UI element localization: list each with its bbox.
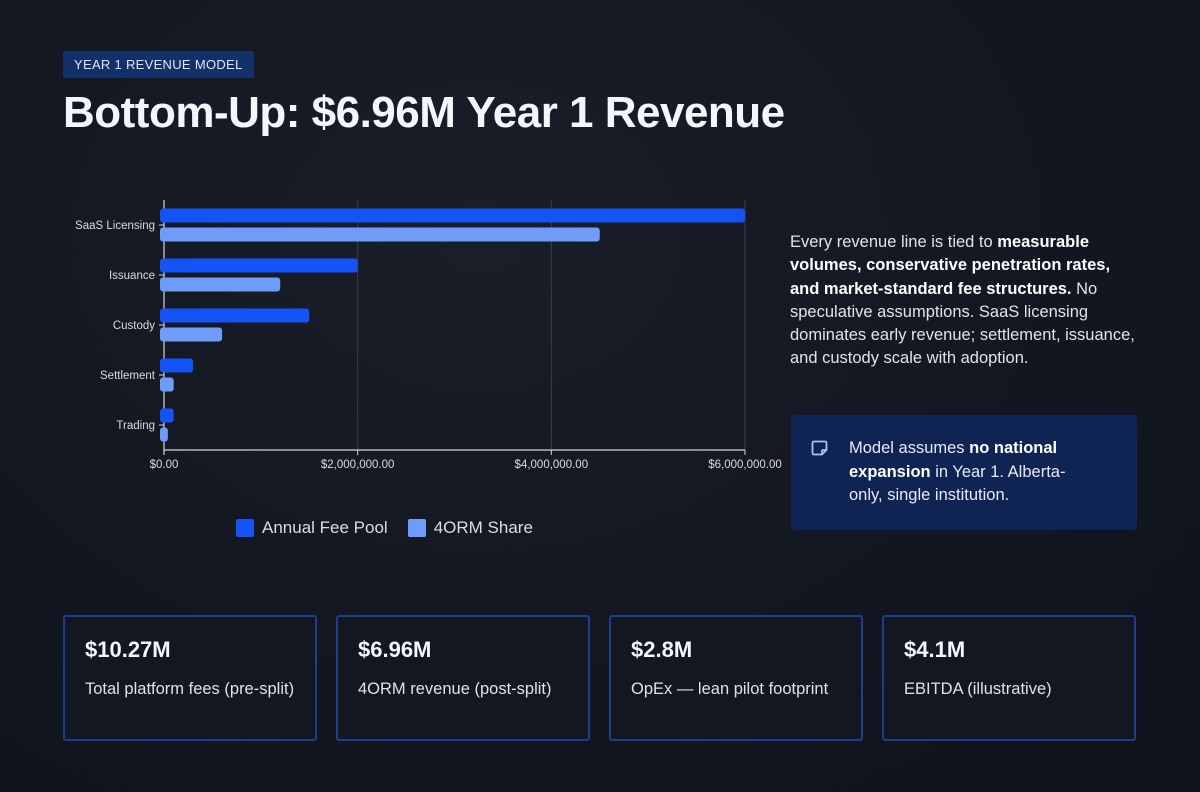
bar-fee-pool xyxy=(160,308,310,323)
metric-value: $4.1M xyxy=(904,637,966,662)
bar-share xyxy=(160,377,174,392)
legend-item-fee-pool: Annual Fee Pool xyxy=(236,518,388,538)
legend-item-share: 4ORM Share xyxy=(407,518,533,538)
x-tick-label: $0.00 xyxy=(150,459,179,471)
legend-swatch-share xyxy=(407,519,426,537)
x-tick-label: $4,000,000.00 xyxy=(515,459,589,471)
metric-label: Total platform fees (pre-split) xyxy=(85,680,295,698)
legend-swatch-fee-pool xyxy=(236,519,254,537)
metric-label: OpEx — lean pilot footprint xyxy=(631,680,829,698)
metric-label: 4ORM revenue (post-split) xyxy=(358,680,552,698)
note-post: in Year 1. Alberta-only, single institut… xyxy=(849,462,1066,505)
note-pre: Model assumes xyxy=(849,439,970,457)
metric-card-opex: $2.8M OpEx — lean pilot footprint xyxy=(609,615,863,741)
metric-card-ebitda: $4.1M EBITDA (illustrative) xyxy=(882,615,1136,741)
bar-share xyxy=(160,227,600,242)
metric-card-4orm-revenue: $6.96M 4ORM revenue (post-split) xyxy=(336,615,590,741)
revenue-bar-chart: $0.00 $2,000,000.00 $4,000,000.00 $6,000,00… xyxy=(75,200,782,471)
metric-label: EBITDA (illustrative) xyxy=(904,680,1052,698)
note-icon xyxy=(811,440,828,456)
category-label: Custody xyxy=(113,320,155,332)
legend-label-fee-pool: Annual Fee Pool xyxy=(262,518,388,537)
metrics-row: $10.27M Total platform fees (pre-split) … xyxy=(63,615,1136,741)
assumption-note: Model assumes no national expansion in Y… xyxy=(791,415,1137,530)
legend-label-share: 4ORM Share xyxy=(433,518,533,537)
chart-legend: Annual Fee Pool 4ORM Share xyxy=(236,518,533,538)
x-tick-label: $6,000,000.00 xyxy=(708,459,782,471)
bar-share xyxy=(160,427,168,442)
bar-fee-pool xyxy=(160,208,745,223)
metric-value: $10.27M xyxy=(85,637,171,662)
section-tag: YEAR 1 REVENUE MODEL xyxy=(63,51,254,78)
description-rest: No speculative assumptions. SaaS licensi… xyxy=(790,279,1135,368)
description-intro: Every revenue line is tied to xyxy=(790,233,998,251)
note-bold: no national expansion xyxy=(849,439,1058,481)
bar-fee-pool xyxy=(160,408,174,423)
category-label: Trading xyxy=(116,420,155,432)
metric-value: $2.8M xyxy=(631,637,693,662)
metric-value: $6.96M xyxy=(358,637,432,662)
note-text: Model assumes no national expansion in Y… xyxy=(849,437,1099,508)
x-tick-label: $2,000,000.00 xyxy=(321,459,395,471)
bar-fee-pool xyxy=(160,258,358,273)
category-label: SaaS Licensing xyxy=(75,220,155,232)
bar-share xyxy=(160,277,281,292)
bar-share xyxy=(160,327,223,342)
page-title: Bottom-Up: $6.96M Year 1 Revenue xyxy=(63,88,785,137)
category-label: Issuance xyxy=(109,270,155,282)
bar-fee-pool xyxy=(160,358,194,373)
metric-card-platform-fees: $10.27M Total platform fees (pre-split) xyxy=(63,615,317,741)
description-text: Every revenue line is tied to measurable… xyxy=(790,231,1140,371)
category-label: Settlement xyxy=(100,370,156,382)
description-bold: measurable volumes, conservative penetra… xyxy=(790,233,1111,298)
